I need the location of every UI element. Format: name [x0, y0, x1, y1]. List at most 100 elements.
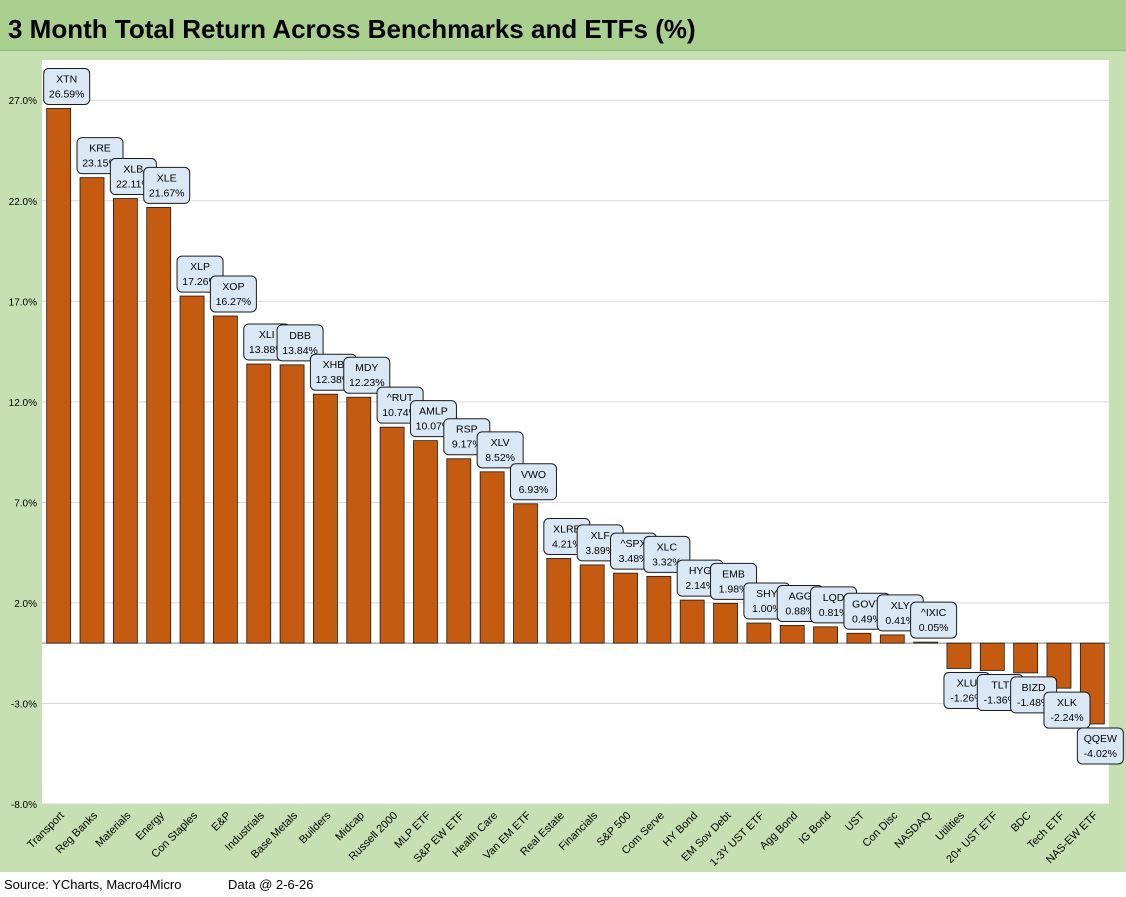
data-label-value: 13.88% [249, 344, 285, 356]
y-tick-label: 12.0% [9, 398, 37, 409]
data-label-value: 8.52% [485, 452, 515, 464]
data-label-box [509, 463, 557, 501]
data-label-ticker: XLE [157, 172, 177, 184]
bar [713, 602, 738, 644]
data-label-ticker: XLV [491, 437, 510, 449]
bar [613, 572, 638, 644]
data-label-ticker: ^RUT [387, 392, 414, 404]
data-label-ticker: XLI [259, 329, 275, 341]
data-label-value: 21.67% [149, 187, 185, 199]
data-label-box [276, 324, 324, 362]
y-tick-label: 22.0% [9, 197, 37, 208]
data-label-value: 10.07% [416, 421, 452, 433]
bar [279, 364, 305, 644]
data-label: XLE 21.67% [143, 166, 191, 204]
bar [779, 625, 805, 644]
data-label: VWO 6.93% [509, 463, 557, 501]
data-label-value: 4.21% [552, 538, 582, 550]
x-tick-label: IG Bond [797, 810, 834, 847]
data-label-value: -4.02% [1084, 748, 1117, 760]
bar [446, 458, 472, 644]
data-label-ticker: ^SPX [621, 538, 647, 550]
data-label-value: -1.36% [984, 694, 1017, 706]
data-label-box [910, 601, 958, 639]
data-label-value: 16.27% [216, 296, 252, 308]
x-tick-label: NASDAQ [892, 809, 934, 851]
y-tick-label: 17.0% [9, 297, 37, 308]
source-note: Source: YCharts, Macro4Micro [4, 877, 182, 892]
data-label: MDY 12.23% [343, 356, 391, 394]
bar [946, 642, 972, 669]
y-tick-label: -3.0% [11, 699, 37, 710]
bar [79, 177, 105, 644]
data-label-value: 6.93% [519, 484, 549, 496]
data-label-ticker: RSP [456, 424, 478, 436]
data-label-ticker: XLY [891, 600, 910, 612]
x-tick-label: BDC [1009, 810, 1034, 835]
data-label: XTN 26.59% [43, 67, 91, 105]
bar [1046, 642, 1072, 689]
data-label-box [209, 275, 257, 313]
y-tick-label: 7.0% [14, 498, 37, 509]
bar [579, 564, 605, 644]
data-label-ticker: HYG [689, 565, 712, 577]
data-label-value: 0.05% [919, 622, 949, 634]
x-tick-label: UST [843, 809, 867, 833]
bar [879, 634, 905, 644]
data-label-ticker: SHY [756, 588, 778, 600]
data-label-ticker: MDY [355, 362, 378, 374]
data-label-box [476, 431, 524, 469]
data-label-value: -1.26% [950, 692, 983, 704]
bar [1013, 642, 1039, 674]
data-label-ticker: XLP [190, 261, 210, 273]
bar [913, 641, 939, 644]
data-label-value: -1.48% [1017, 697, 1050, 709]
data-label-ticker: TLT [991, 679, 1009, 691]
data-label-value: 9.17% [452, 439, 482, 451]
data-label-value: 3.48% [619, 553, 649, 565]
data-label: XOP 16.27% [209, 275, 257, 313]
data-label-ticker: EMB [722, 568, 745, 580]
data-label-ticker: XLK [1057, 697, 1077, 709]
data-label-value: -2.24% [1050, 712, 1083, 724]
x-tick-label: E&P [209, 810, 233, 834]
bar [112, 198, 138, 644]
data-label-value: 1.98% [719, 583, 749, 595]
y-tick-label: 2.0% [14, 599, 37, 610]
data-date-note: Data @ 2-6-26 [228, 877, 314, 892]
data-label-value: 13.84% [282, 345, 318, 357]
data-label-ticker: KRE [89, 143, 111, 155]
data-label: QQEW -4.02% [1076, 727, 1124, 765]
data-label-value: 0.81% [819, 607, 849, 619]
data-label: XLP 17.26% [176, 255, 224, 293]
data-label-ticker: XLRE [553, 523, 580, 535]
bar [479, 471, 505, 644]
data-label-ticker: ^IXIC [921, 607, 947, 619]
bar [313, 393, 338, 644]
data-label: XLV 8.52% [476, 431, 524, 469]
bar [679, 599, 705, 644]
data-label-ticker: XHB [323, 359, 345, 371]
data-label-ticker: DBB [289, 330, 311, 342]
data-label-box [43, 67, 91, 105]
data-label-ticker: VWO [521, 469, 546, 481]
data-label: DBB 13.84% [276, 324, 324, 362]
data-label-box [343, 356, 391, 394]
x-tick-label: Energy [134, 809, 167, 842]
data-label-ticker: XLB [123, 164, 143, 176]
bar [246, 363, 272, 644]
bar [513, 503, 538, 644]
data-label-value: 0.88% [785, 605, 815, 617]
bar [379, 426, 405, 644]
data-label-value: 0.41% [885, 615, 915, 627]
data-label: XLK -2.24% [1043, 691, 1091, 729]
data-label-ticker: XLF [591, 530, 610, 542]
bar [413, 440, 438, 644]
data-label-ticker: AGG [789, 590, 812, 602]
bar [646, 575, 672, 644]
bar [746, 622, 772, 644]
bar [979, 642, 1005, 671]
data-label-value: 3.32% [652, 556, 682, 568]
data-label-ticker: AMLP [419, 406, 448, 418]
bar [46, 108, 72, 644]
